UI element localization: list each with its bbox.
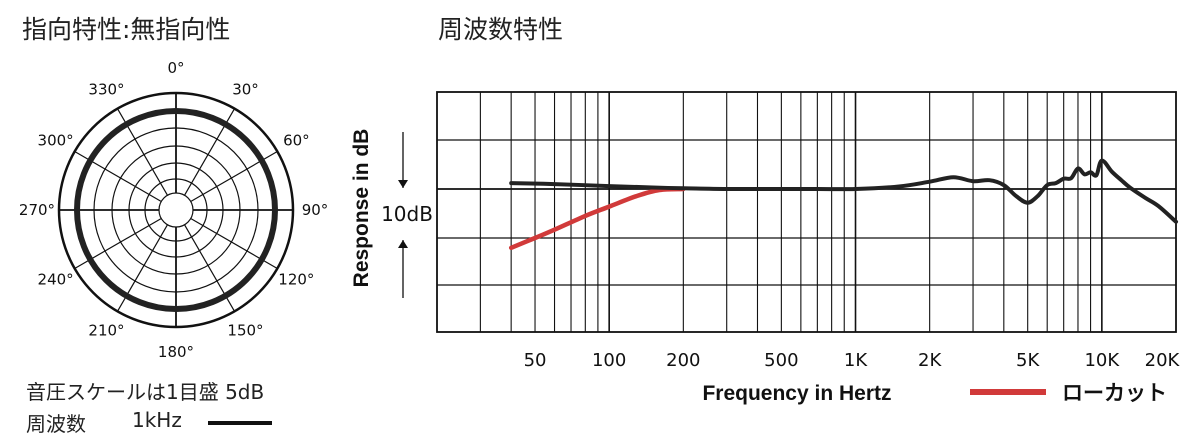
- frequency-tick-label: 2K: [918, 350, 942, 371]
- polar-angle-label: 60°: [283, 132, 310, 150]
- polar-angle-label: 120°: [278, 271, 314, 289]
- lowcut-response-line: [508, 186, 686, 251]
- frequency-tick-label: 50: [524, 350, 547, 371]
- polar-angle-label: 30°: [232, 81, 259, 99]
- frequency-tick-label: 20K: [1145, 350, 1181, 371]
- polar-angle-label: 240°: [38, 271, 74, 289]
- polar-angle-label: 150°: [227, 321, 263, 339]
- frequency-plot-frame: [436, 91, 1177, 333]
- polar-grid-ring: [158, 192, 194, 228]
- polar-frequency-label: 周波数: [26, 412, 86, 436]
- polar-angle-label: 330°: [88, 81, 124, 99]
- db-scale-label: 10dB: [381, 202, 433, 226]
- frequency-response-line: [509, 158, 1178, 224]
- polar-frequency-value: 1kHz: [132, 408, 182, 432]
- lowcut-legend-label: ローカット: [1062, 381, 1167, 405]
- frequency-tick-label: 500: [764, 350, 798, 371]
- polar-chart: 0° 30° 60° 90° 120° 150° 180° 210° 240° 270° 300° 3…: [19, 60, 328, 360]
- polar-grid: [57, 91, 295, 329]
- frequency-tick-label: 5K: [1016, 350, 1040, 371]
- frequency-tick-label: 10K: [1084, 350, 1120, 371]
- frequency-tick-labels: 50 100 200 500 1K 2K 5K 10K 20K: [524, 350, 1181, 371]
- frequency-tick-label: 100: [592, 350, 626, 371]
- polar-angle-label: 210°: [88, 321, 124, 339]
- polar-legend-line: [208, 421, 272, 425]
- polar-angle-label: 300°: [38, 132, 74, 150]
- frequency-series: [508, 158, 1178, 251]
- frequency-grid: [436, 91, 1177, 333]
- polar-angle-labels: 0° 30° 60° 90° 120° 150° 180° 210° 240° 270° 300° 3…: [19, 60, 328, 360]
- y-axis-label: Response in dB: [350, 129, 373, 288]
- frequency-tick-label: 1K: [844, 350, 868, 371]
- polar-angle-label: 90°: [302, 201, 329, 219]
- polar-angle-label: 180°: [158, 343, 194, 360]
- frequency-chart-title: 周波数特性: [438, 15, 564, 44]
- scale-note: 音圧スケールは1目盛 5dB: [26, 380, 265, 404]
- x-axis-label: Frequency in Hertz: [702, 382, 891, 405]
- polar-chart-title: 指向特性:無指向性: [22, 15, 231, 44]
- polar-angle-label: 270°: [19, 201, 55, 219]
- db-scale-annotation: 10dB: [381, 132, 433, 298]
- frequency-response-chart: 50 100 200 500 1K 2K 5K 10K 20K 10dB Response in…: [350, 91, 1181, 405]
- frequency-tick-label: 200: [666, 350, 700, 371]
- polar-angle-label: 0°: [167, 60, 184, 77]
- polar-pattern-1khz: [74, 108, 278, 312]
